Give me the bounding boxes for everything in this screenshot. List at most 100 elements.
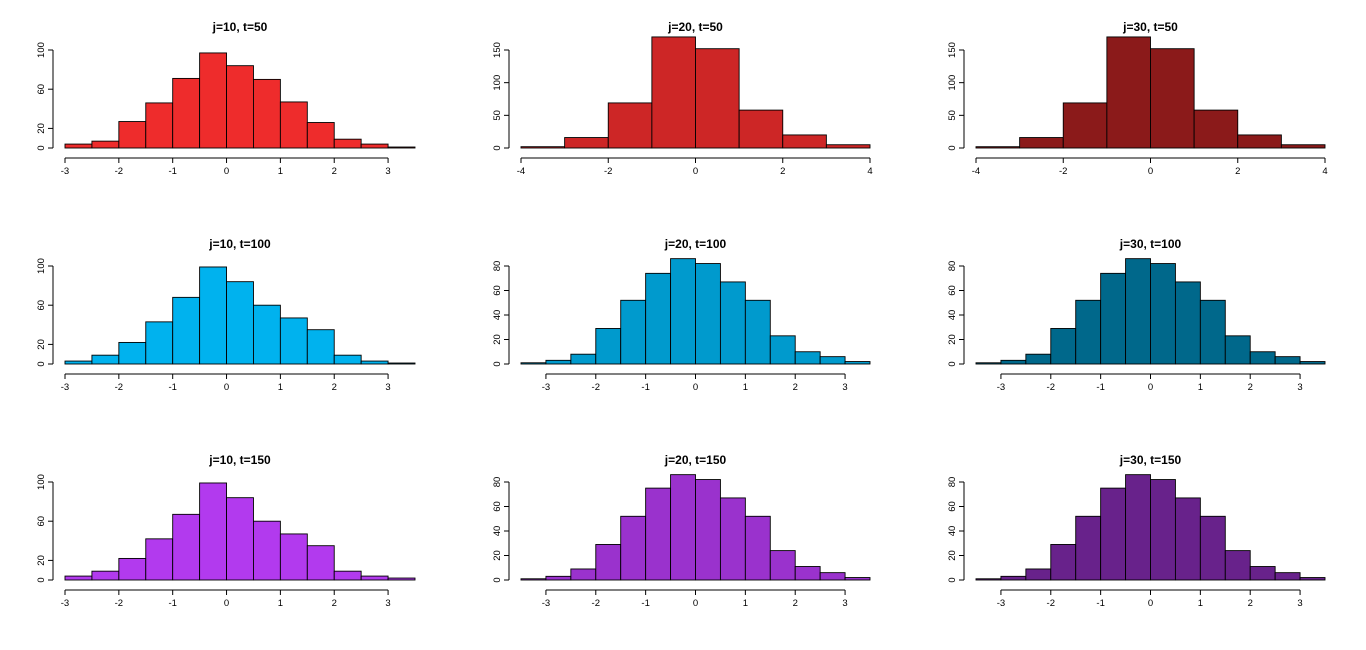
y-tick-label: 100 [36, 474, 47, 490]
histogram-bar [570, 568, 597, 581]
x-tick-label: -1 [1096, 598, 1104, 609]
histogram-bar [387, 146, 416, 149]
histogram-bar [1249, 566, 1276, 581]
y-tick-label: 20 [947, 550, 958, 561]
x-tick-label: 1 [278, 166, 283, 177]
histogram-bar [1150, 48, 1195, 149]
histogram-bar [306, 122, 335, 149]
y-tick-label: 0 [947, 577, 958, 582]
x-tick-label: -1 [1096, 382, 1104, 393]
x-tick-label: 0 [224, 598, 229, 609]
histogram-bar [145, 321, 174, 365]
x-tick-label: -1 [168, 166, 176, 177]
histogram-bar [306, 545, 335, 581]
panel-title: j=20, t=50 [667, 20, 723, 34]
histogram-bar [333, 570, 362, 581]
y-tick-label: 80 [947, 477, 958, 488]
histogram-bar [738, 109, 784, 149]
histogram-bar [226, 65, 254, 149]
histogram-bar [1106, 36, 1151, 149]
histogram-bar [387, 362, 416, 365]
x-tick-label: 2 [793, 382, 798, 393]
y-tick-label: 0 [947, 361, 958, 366]
histogram-panel: j=10, t=100 -3 -2 -1 0 1 2 3 0 20 60 100 [36, 237, 416, 393]
histogram-bar [794, 566, 821, 581]
histogram-bar [695, 479, 721, 581]
y-tick-label: 100 [492, 75, 503, 91]
histogram-bar [1174, 497, 1201, 581]
y-tick-label: 0 [492, 361, 503, 366]
histogram-bar [545, 359, 572, 365]
histogram-bar [172, 77, 201, 149]
histogram-bar [333, 138, 362, 149]
histogram-bar [1150, 479, 1176, 581]
histogram-bar [1125, 474, 1151, 581]
histogram-bar [226, 281, 254, 365]
histogram-bar [226, 497, 254, 581]
histogram-bar [1224, 335, 1251, 365]
panel-title: j=30, t=50 [1122, 20, 1178, 34]
histogram-bar [64, 575, 93, 581]
histogram-bar [306, 329, 335, 365]
histogram-bar [769, 550, 796, 581]
y-tick-label: 0 [492, 577, 503, 582]
histogram-bar [1050, 544, 1077, 581]
x-tick-label: 0 [224, 382, 229, 393]
histogram-bar [651, 36, 696, 149]
y-tick-label: 150 [492, 42, 503, 58]
x-tick-label: -1 [168, 598, 176, 609]
histogram-panel: j=30, t=150 -3 -2 -1 0 1 2 3 0 20 40 60 80 [947, 453, 1326, 609]
histogram-bar [1280, 144, 1326, 149]
histogram-bar [1062, 102, 1108, 149]
histogram-bar [645, 272, 672, 365]
x-tick-label: 0 [693, 598, 698, 609]
x-tick-label: 3 [385, 598, 390, 609]
y-tick-label: 100 [947, 75, 958, 91]
y-tick-label: 40 [492, 310, 503, 321]
histogram-bar [570, 353, 597, 365]
x-tick-label: 2 [332, 382, 337, 393]
histogram-bar [595, 544, 622, 581]
y-tick-label: 20 [492, 550, 503, 561]
x-tick-label: 3 [842, 598, 847, 609]
x-tick-label: 1 [278, 598, 283, 609]
y-tick-label: 60 [36, 300, 47, 311]
histogram-bar [64, 143, 93, 149]
x-tick-label: -2 [604, 166, 612, 177]
x-tick-label: 0 [1148, 166, 1153, 177]
histogram-bar [620, 299, 647, 365]
x-tick-label: 0 [693, 166, 698, 177]
histogram-bar [199, 482, 227, 581]
x-tick-label: -4 [972, 166, 980, 177]
histogram-panel: j=20, t=100 -3 -2 -1 0 1 2 3 0 20 40 60 80 [492, 237, 871, 393]
x-tick-label: 0 [224, 166, 229, 177]
histogram-bar [975, 578, 1002, 581]
histogram-panel: j=30, t=100 -3 -2 -1 0 1 2 3 0 20 40 60 80 [947, 237, 1326, 393]
panel-title: j=10, t=150 [208, 453, 271, 467]
x-tick-label: -2 [592, 598, 600, 609]
histogram-bar [520, 578, 547, 581]
x-tick-label: 1 [743, 382, 748, 393]
histogram-bar [1100, 272, 1127, 365]
histogram-bar [769, 335, 796, 365]
histogram-bar [279, 101, 308, 149]
histogram-bar [1150, 263, 1176, 365]
x-tick-label: 2 [1248, 598, 1253, 609]
histogram-bar [782, 134, 827, 149]
y-tick-label: 80 [947, 261, 958, 272]
x-tick-label: 4 [1322, 166, 1327, 177]
x-tick-label: 4 [867, 166, 872, 177]
histogram-bar [695, 48, 740, 149]
histogram-bar [1224, 550, 1251, 581]
histogram-bar [595, 328, 622, 365]
x-tick-label: -3 [61, 382, 69, 393]
histogram-bar [844, 361, 871, 365]
histogram-bar [819, 356, 846, 365]
histogram-bar [744, 299, 771, 365]
histogram-bar [360, 575, 389, 581]
histogram-bar [645, 487, 672, 581]
histogram-bar [279, 317, 308, 365]
y-tick-label: 100 [36, 258, 47, 274]
histogram-bar [719, 281, 746, 365]
histogram-panel: j=10, t=50 -3 -2 -1 0 1 2 3 0 20 60 100 [36, 20, 416, 177]
